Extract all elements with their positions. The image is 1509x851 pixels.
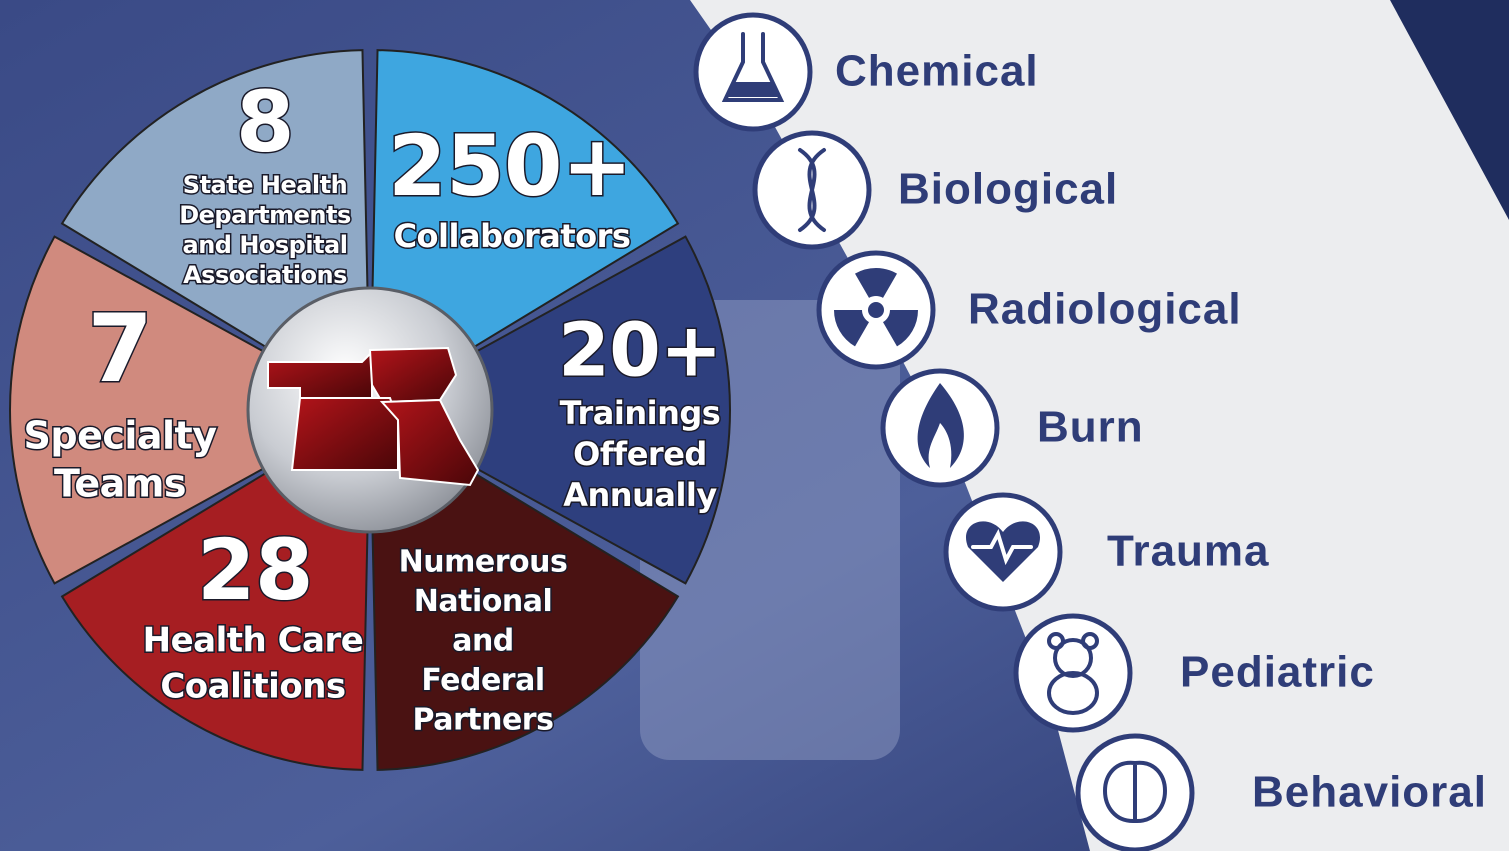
capability-icon	[696, 15, 810, 129]
segment-label: Federal	[421, 663, 544, 698]
segment-number: 8	[236, 73, 294, 171]
segment-label: Partners	[413, 703, 554, 738]
radiation-core	[868, 302, 884, 318]
capability-label: Chemical	[835, 47, 1039, 96]
segment-label: Associations	[183, 261, 347, 289]
segment-label: Trainings	[560, 394, 721, 432]
segment-number: 20+	[558, 308, 721, 394]
segment-label: Annually	[563, 476, 717, 514]
capability-icon	[946, 495, 1060, 609]
capability-icon	[1016, 616, 1130, 730]
map-state	[292, 398, 398, 470]
infographic: 8State HealthDepartmentsand HospitalAsso…	[0, 0, 1509, 851]
segment-label: Collaborators	[394, 217, 631, 255]
segment-label: Numerous	[399, 545, 568, 580]
flask-liquid	[727, 82, 779, 97]
capability-label: Burn	[1037, 403, 1144, 452]
capability-label: Trauma	[1107, 527, 1270, 576]
capability-icon	[1078, 736, 1192, 850]
page: {"segments": [ {"number": "8", "lines": …	[0, 0, 1509, 851]
segment-label: Departments	[179, 201, 351, 229]
capability-label: Biological	[898, 165, 1118, 214]
capability-icon	[755, 133, 869, 247]
segment-label: and Hospital	[183, 231, 348, 259]
segment-number: 28	[197, 521, 313, 619]
segment-label: National	[414, 584, 552, 619]
segment-label: Offered	[573, 435, 707, 473]
map-state	[370, 348, 456, 402]
segment-label: Coalitions	[160, 667, 345, 707]
segment-label: Teams	[54, 462, 186, 506]
icon-ring	[696, 15, 810, 129]
segment-label: Health Care	[143, 621, 364, 661]
segment-label: Specialty	[24, 414, 218, 458]
capability-icon	[883, 371, 997, 485]
region-map	[268, 348, 478, 485]
segment-number: 250+	[388, 117, 632, 215]
capability-label: Behavioral	[1252, 768, 1487, 817]
segment-number: 7	[88, 295, 153, 404]
capability-label: Pediatric	[1180, 648, 1375, 697]
capability-label: Radiological	[968, 285, 1242, 334]
segment-label: and	[452, 624, 514, 659]
segment-label: State Health	[183, 171, 347, 199]
capability-icon	[819, 253, 933, 367]
